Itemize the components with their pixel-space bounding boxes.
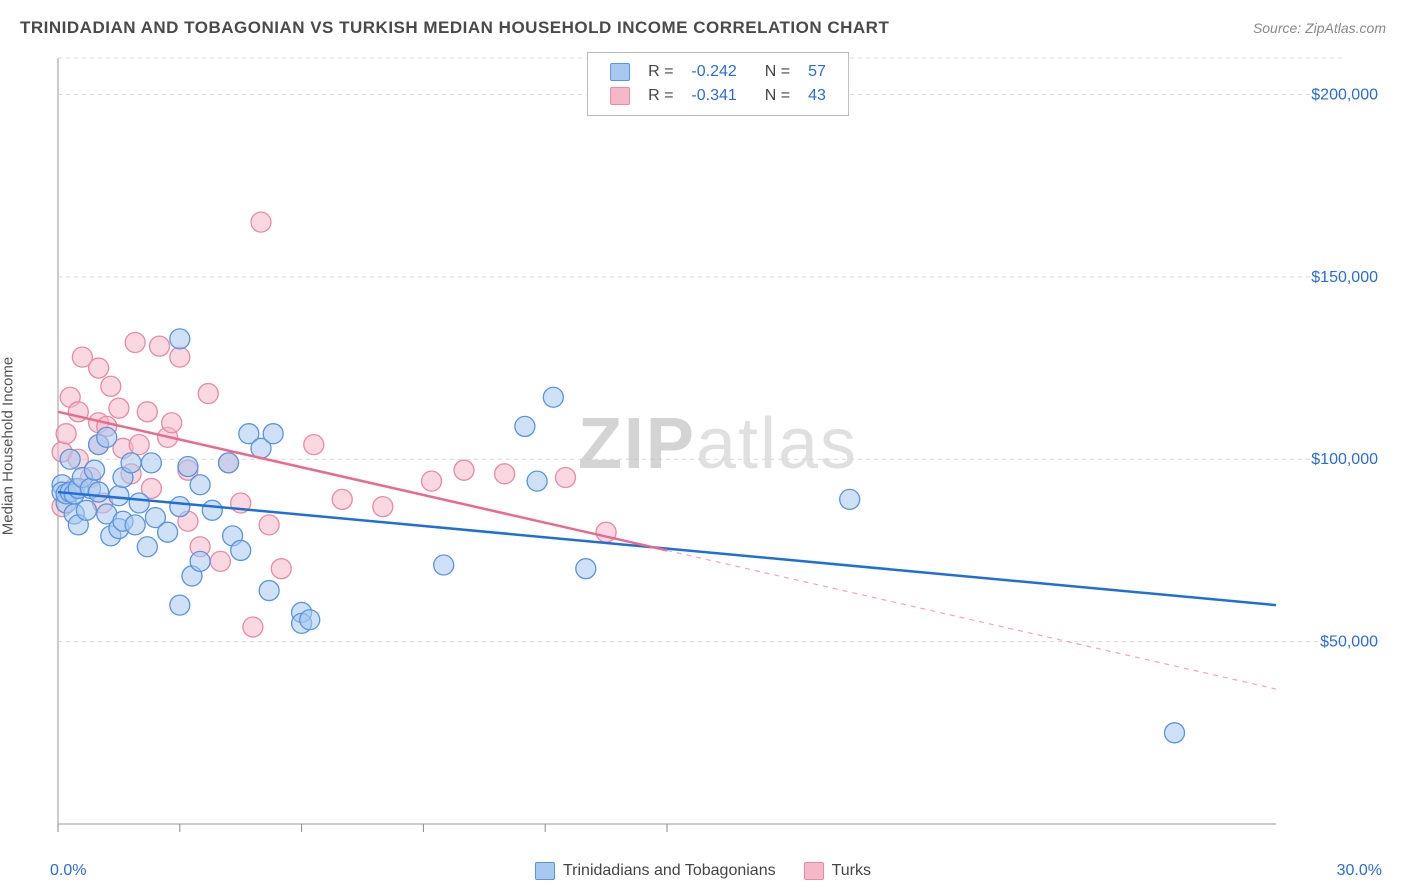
data-point — [141, 453, 161, 473]
legend-item: Trinidadians and Tobagonians — [535, 862, 776, 880]
stat-n-value: 57 — [800, 61, 834, 83]
data-point — [543, 387, 563, 407]
data-point — [89, 482, 109, 502]
data-point — [170, 347, 190, 367]
data-point — [259, 581, 279, 601]
data-point — [495, 464, 515, 484]
data-point — [109, 398, 129, 418]
data-point — [202, 500, 222, 520]
chart-svg: $50,000 $100,000 $150,000 $200,000 — [50, 48, 1386, 840]
bottom-legend: Trinidadians and Tobagonians Turks — [0, 862, 1406, 880]
chart-title: TRINIDADIAN AND TOBAGONIAN VS TURKISH ME… — [20, 18, 889, 38]
data-point — [97, 427, 117, 447]
data-point — [60, 449, 80, 469]
data-point — [300, 610, 320, 630]
data-point — [1165, 723, 1185, 743]
stat-r-value: -0.341 — [683, 85, 744, 107]
data-point — [170, 595, 190, 615]
data-point — [198, 384, 218, 404]
y-tick-label: $150,000 — [1311, 269, 1378, 286]
data-point — [170, 497, 190, 517]
data-point — [251, 212, 271, 232]
y-tick-label: $50,000 — [1320, 634, 1378, 651]
data-point — [840, 489, 860, 509]
data-point — [162, 413, 182, 433]
data-point — [454, 460, 474, 480]
data-point — [76, 500, 96, 520]
data-point — [150, 336, 170, 356]
chart-plot-area: $50,000$100,000$150,000$200,000 ZIPatlas… — [50, 48, 1386, 840]
data-point — [125, 333, 145, 353]
data-point — [101, 376, 121, 396]
data-point — [259, 515, 279, 535]
stat-n-label: N = — [747, 85, 798, 107]
data-point — [129, 435, 149, 455]
data-point — [527, 471, 547, 491]
data-point — [125, 515, 145, 535]
legend-swatch — [535, 862, 555, 880]
y-tick-label: $100,000 — [1311, 451, 1378, 468]
data-point — [373, 497, 393, 517]
data-point — [137, 537, 157, 557]
y-axis-label: Median Household Income — [0, 357, 17, 535]
stat-r-value: -0.242 — [683, 61, 744, 83]
data-point — [170, 329, 190, 349]
legend-item: Turks — [804, 862, 871, 880]
legend-label: Trinidadians and Tobagonians — [563, 862, 776, 879]
y-tick-label: $200,000 — [1311, 86, 1378, 103]
data-point — [243, 617, 263, 637]
data-point — [422, 471, 442, 491]
legend-swatch — [804, 862, 824, 880]
stat-r-label: R = — [640, 61, 681, 83]
data-point — [210, 551, 230, 571]
data-point — [56, 424, 76, 444]
stat-n-value: 43 — [800, 85, 834, 107]
data-point — [263, 424, 283, 444]
stats-box: R =-0.242N =57 R =-0.341N =43 — [587, 52, 849, 116]
data-point — [178, 457, 198, 477]
stat-r-label: R = — [640, 85, 681, 107]
data-point — [190, 551, 210, 571]
data-point — [109, 486, 129, 506]
data-point — [332, 489, 352, 509]
source-label: Source: ZipAtlas.com — [1253, 20, 1386, 36]
data-point — [576, 559, 596, 579]
data-point — [271, 559, 291, 579]
legend-swatch — [610, 87, 630, 105]
data-point — [190, 475, 210, 495]
data-point — [515, 416, 535, 436]
stat-n-label: N = — [747, 61, 798, 83]
data-point — [231, 540, 251, 560]
legend-swatch — [610, 63, 630, 81]
data-point — [121, 453, 141, 473]
data-point — [304, 435, 324, 455]
data-point — [89, 358, 109, 378]
legend-label: Turks — [832, 862, 871, 879]
data-point — [434, 555, 454, 575]
data-point — [556, 467, 576, 487]
data-point — [85, 460, 105, 480]
data-point — [219, 453, 239, 473]
data-point — [137, 402, 157, 422]
data-point — [129, 493, 149, 513]
data-point — [158, 522, 178, 542]
